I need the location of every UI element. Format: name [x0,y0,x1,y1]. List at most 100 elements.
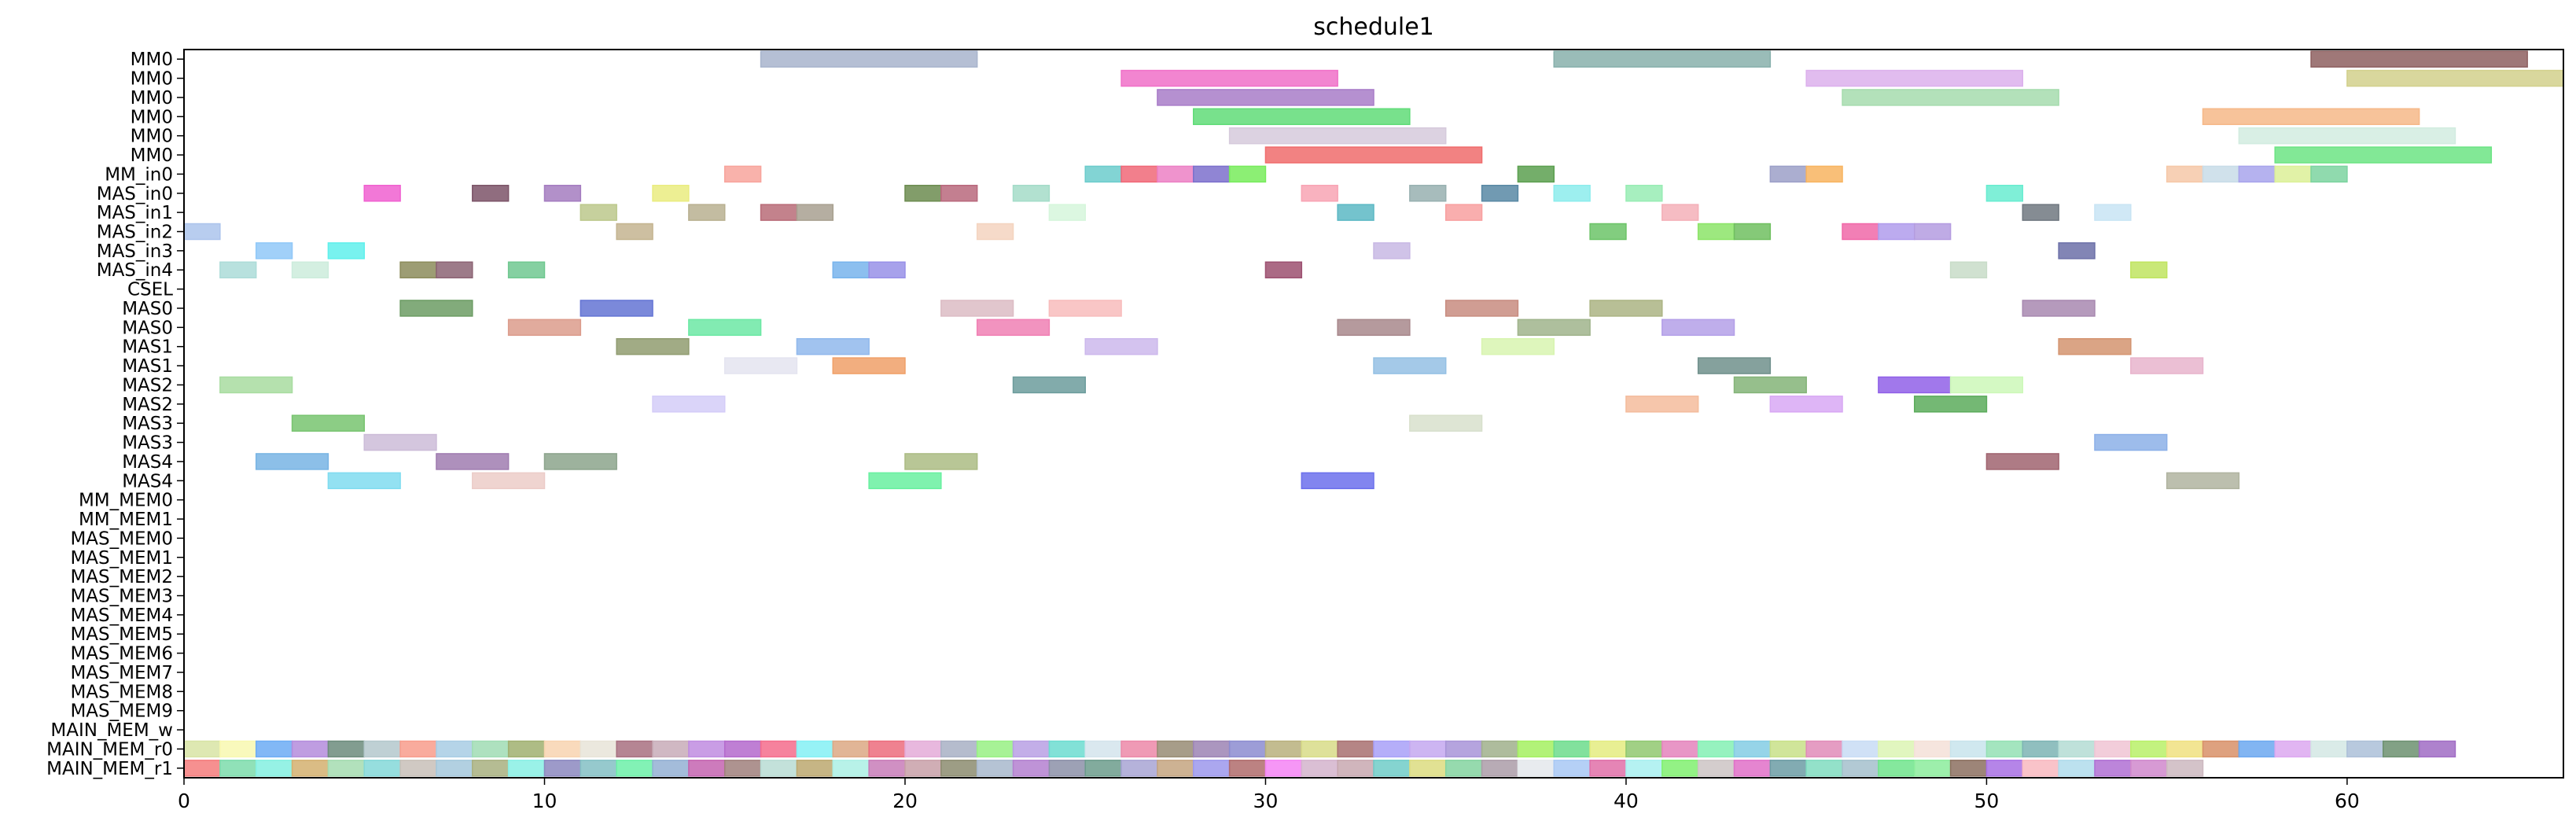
plot-frame [183,49,2564,779]
x-tick-label: 30 [1253,790,1279,812]
main-mem-r1-bar-2 [255,760,293,777]
y-tick-label: MAS_MEM0 [70,528,173,549]
main-mem-r0-bar-44 [1769,740,1807,758]
task-bar-20 [1517,165,1555,183]
task-bar-36 [1409,185,1447,202]
task-bar-67 [436,261,473,278]
main-mem-r0-bar-49 [1949,740,1988,758]
main-mem-r0-bar-59 [2310,740,2348,758]
task-bar-35 [1301,185,1338,202]
y-tick-label: MAS_in2 [97,223,173,243]
task-bar-25 [2238,165,2276,183]
task-bar-74 [399,300,473,317]
y-tick-label: MAS4 [122,471,173,491]
main-mem-r0-bar-60 [2346,740,2384,758]
main-mem-r1-bar-43 [1733,760,1772,777]
main-mem-r1-bar-34 [1409,760,1447,777]
main-mem-r1-bar-29 [1228,760,1267,777]
main-mem-r0-bar-61 [2383,740,2420,758]
task-bar-107 [1409,414,1483,432]
task-bar-51 [183,223,221,241]
y-tick-label: MM0 [131,107,173,127]
task-bar-75 [580,300,653,317]
task-bar-24 [2202,165,2240,183]
main-mem-r1-bar-44 [1769,760,1807,777]
task-bar-23 [2166,165,2204,183]
main-mem-r0-bar-27 [1157,740,1194,758]
main-mem-r1-bar-49 [1949,760,1988,777]
task-bar-113 [904,453,978,470]
main-mem-r0-bar-45 [1805,740,1843,758]
task-bar-95 [1697,357,1772,374]
x-tick-label: 60 [2335,790,2360,812]
main-mem-r1-bar-20 [904,760,942,777]
task-bar-38 [1553,185,1591,202]
main-mem-r0-bar-56 [2202,740,2240,758]
main-mem-r0-bar-20 [904,740,942,758]
task-bar-69 [832,261,870,278]
y-tick-label: MM0 [131,145,173,166]
main-mem-r0-bar-24 [1048,740,1086,758]
main-mem-r0-bar-1 [219,740,257,758]
main-mem-r1-bar-13 [652,760,690,777]
main-mem-r0-bar-37 [1517,740,1555,758]
main-mem-r1-bar-27 [1157,760,1194,777]
task-bar-66 [399,261,437,278]
task-bar-21 [1769,165,1807,183]
task-bar-30 [543,185,582,202]
y-tick-label: MAS_MEM6 [70,644,173,664]
main-mem-r0-bar-33 [1373,740,1411,758]
task-bar-40 [1985,185,2024,202]
main-mem-r0-bar-13 [652,740,690,758]
main-mem-r1-bar-15 [723,760,762,777]
task-bar-90 [1481,337,1555,355]
main-mem-r0-bar-6 [399,740,437,758]
main-mem-r1-bar-22 [976,760,1014,777]
y-tick-label: MAS2 [122,395,173,415]
task-bar-4 [1805,69,2024,87]
main-mem-r0-bar-3 [291,740,329,758]
task-bar-58 [1878,223,1915,241]
x-tick-label: 0 [178,790,190,812]
main-mem-r0-bar-7 [436,740,473,758]
main-mem-r1-bar-42 [1697,760,1735,777]
task-bar-91 [2058,337,2132,355]
main-mem-r1-bar-12 [616,760,653,777]
task-bar-16 [1121,165,1158,183]
main-mem-r1-bar-36 [1481,760,1519,777]
task-bar-41 [580,204,617,221]
main-mem-r1-bar-45 [1805,760,1843,777]
task-bar-46 [1337,204,1374,221]
task-bar-55 [1697,223,1735,241]
main-mem-r0-bar-14 [688,740,726,758]
task-bar-105 [1913,396,1988,413]
task-bar-86 [1662,318,1735,337]
main-mem-r0-bar-10 [543,740,582,758]
main-mem-r0-bar-51 [2022,740,2059,758]
y-tick-label: MAS_in4 [97,260,173,281]
task-bar-52 [616,223,653,241]
task-bar-89 [1084,337,1158,355]
y-tick-label: MAS_in1 [97,203,173,223]
main-mem-r0-bar-42 [1697,740,1735,758]
task-bar-96 [2130,357,2204,374]
task-bar-22 [1805,165,1843,183]
main-mem-r1-bar-6 [399,760,437,777]
task-bar-33 [940,185,978,202]
main-mem-r1-bar-41 [1662,760,1699,777]
task-bar-112 [543,453,617,470]
task-bar-1 [1553,50,1772,68]
main-mem-r0-bar-30 [1264,740,1303,758]
task-bar-50 [2094,204,2132,221]
main-mem-r0-bar-5 [363,740,401,758]
task-bar-109 [2094,433,2168,451]
main-mem-r1-bar-37 [1517,760,1555,777]
task-bar-106 [291,414,365,432]
task-bar-97 [219,376,293,394]
main-mem-r1-bar-5 [363,760,401,777]
y-tick-label: MAS_MEM7 [70,663,173,683]
task-bar-111 [436,453,510,470]
main-mem-r1-bar-21 [940,760,978,777]
main-mem-r1-bar-1 [219,760,257,777]
